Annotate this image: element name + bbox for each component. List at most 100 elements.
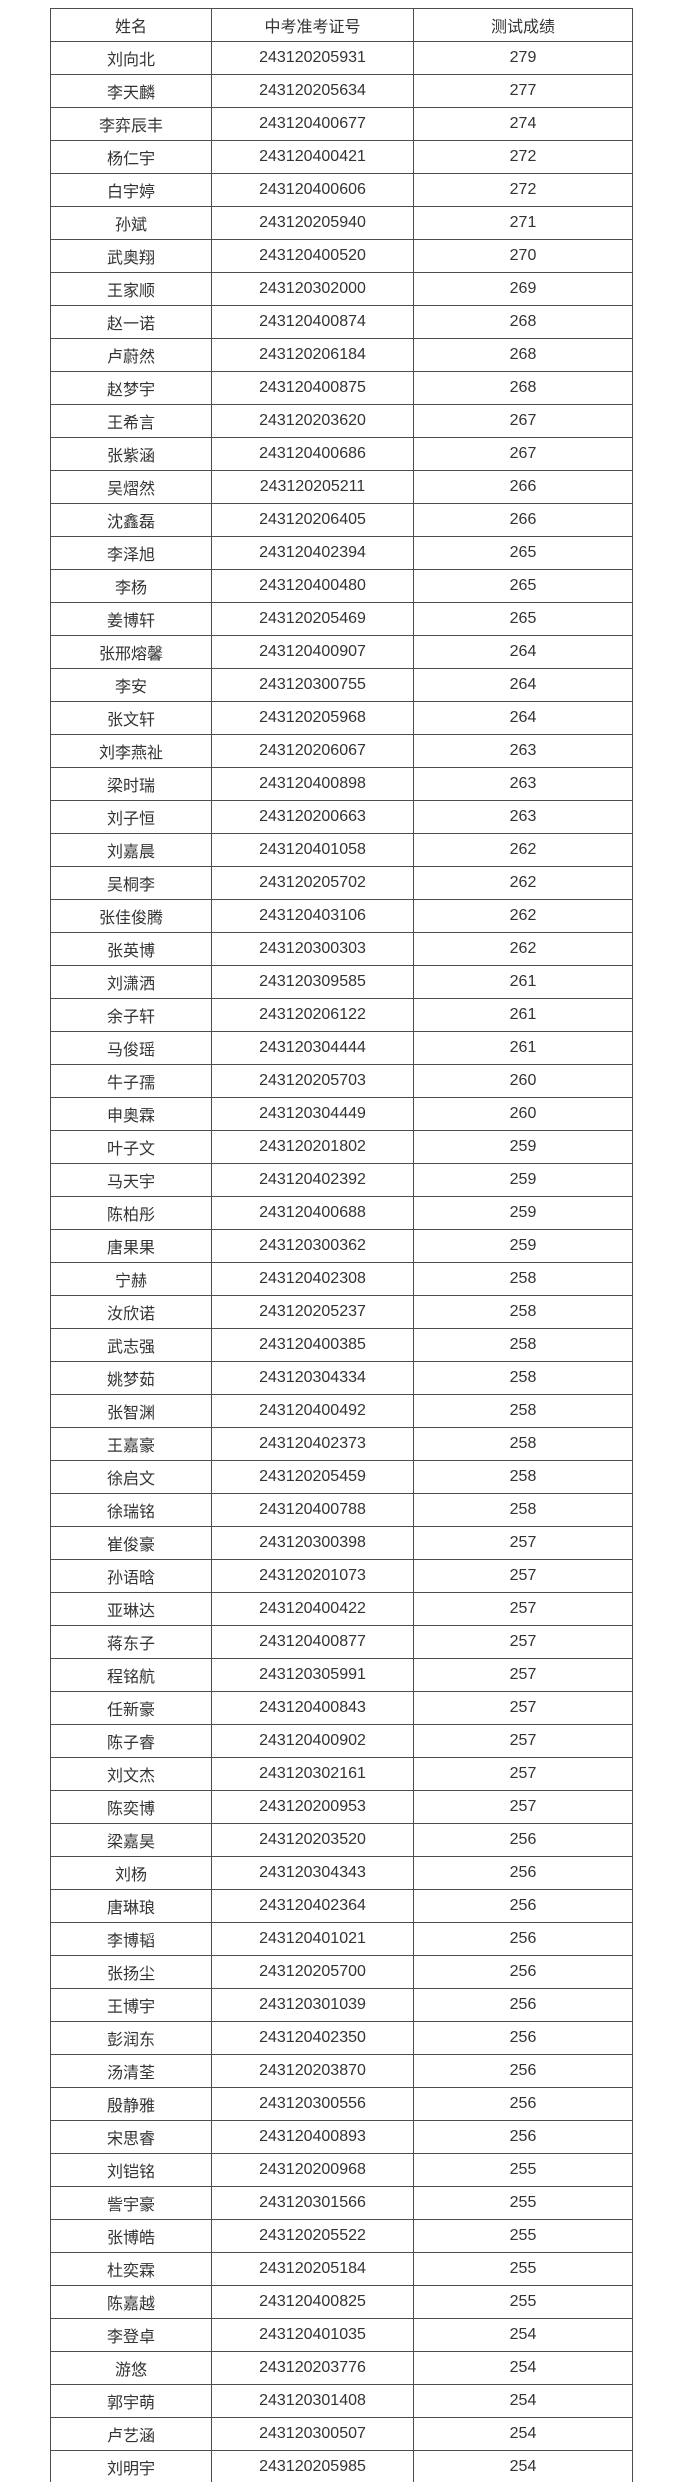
score-cell: 268	[413, 338, 633, 372]
exam-id-cell: 243120400907	[211, 635, 414, 669]
score-cell: 257	[413, 1790, 633, 1824]
header-row: 姓名 中考准考证号 测试成绩	[50, 8, 633, 42]
name-cell: 唐琳琅	[50, 1889, 212, 1923]
score-cell: 272	[413, 173, 633, 207]
exam-id-cell: 243120304444	[211, 1031, 414, 1065]
table-row: 白宇婷 243120400606 272	[50, 173, 633, 207]
table-row: 徐启文 243120205459 258	[50, 1460, 633, 1494]
name-cell: 郭宇萌	[50, 2384, 212, 2418]
table-row: 卢蔚然 243120206184 268	[50, 338, 633, 372]
table-row: 蒋东子 243120400877 257	[50, 1625, 633, 1659]
score-cell: 257	[413, 1559, 633, 1593]
table-row: 李登卓 243120401035 254	[50, 2318, 633, 2352]
exam-id-cell: 243120304334	[211, 1361, 414, 1395]
table-row: 姜博轩 243120205469 265	[50, 602, 633, 636]
exam-id-cell: 243120205634	[211, 74, 414, 108]
name-cell: 崔俊豪	[50, 1526, 212, 1560]
table-row: 宁赫 243120402308 258	[50, 1262, 633, 1296]
table-row: 孙斌 243120205940 271	[50, 206, 633, 240]
table-row: 刘铠铭 243120200968 255	[50, 2153, 633, 2187]
table-row: 汝欣诺 243120205237 258	[50, 1295, 633, 1329]
table-row: 马天宇 243120402392 259	[50, 1163, 633, 1197]
table-row: 汤清荃 243120203870 256	[50, 2054, 633, 2088]
table-row: 叶子文 243120201802 259	[50, 1130, 633, 1164]
name-cell: 汝欣诺	[50, 1295, 212, 1329]
table-row: 张智渊 243120400492 258	[50, 1394, 633, 1428]
exam-id-cell: 243120201802	[211, 1130, 414, 1164]
table-row: 王博宇 243120301039 256	[50, 1988, 633, 2022]
score-cell: 260	[413, 1097, 633, 1131]
exam-id-cell: 243120300556	[211, 2087, 414, 2121]
name-cell: 张紫涵	[50, 437, 212, 471]
table-row: 刘李燕祉 243120206067 263	[50, 734, 633, 768]
score-cell: 258	[413, 1394, 633, 1428]
exam-id-cell: 243120402364	[211, 1889, 414, 1923]
score-cell: 255	[413, 2186, 633, 2220]
name-cell: 马天宇	[50, 1163, 212, 1197]
name-cell: 杨仁宇	[50, 140, 212, 174]
table-row: 杜奕霖 243120205184 255	[50, 2252, 633, 2286]
exam-id-cell: 243120201073	[211, 1559, 414, 1593]
score-cell: 265	[413, 536, 633, 570]
exam-id-cell: 243120205940	[211, 206, 414, 240]
table-row: 杨仁宇 243120400421 272	[50, 140, 633, 174]
table-row: 张英博 243120300303 262	[50, 932, 633, 966]
table-row: 张紫涵 243120400686 267	[50, 437, 633, 471]
exam-id-cell: 243120305991	[211, 1658, 414, 1692]
name-cell: 马俊瑶	[50, 1031, 212, 1065]
score-cell: 257	[413, 1691, 633, 1725]
exam-id-cell: 243120200968	[211, 2153, 414, 2187]
score-cell: 256	[413, 1922, 633, 1956]
exam-id-cell: 243120400606	[211, 173, 414, 207]
score-cell: 261	[413, 1031, 633, 1065]
name-cell: 孙斌	[50, 206, 212, 240]
name-cell: 任新豪	[50, 1691, 212, 1725]
table-row: 梁嘉昊 243120203520 256	[50, 1823, 633, 1857]
exam-id-cell: 243120205700	[211, 1955, 414, 1989]
name-cell: 刘杨	[50, 1856, 212, 1890]
score-cell: 265	[413, 569, 633, 603]
exam-id-cell: 243120402392	[211, 1163, 414, 1197]
exam-id-cell: 243120301039	[211, 1988, 414, 2022]
score-cell: 269	[413, 272, 633, 306]
score-cell: 258	[413, 1328, 633, 1362]
score-cell: 264	[413, 635, 633, 669]
name-cell: 叶子文	[50, 1130, 212, 1164]
score-cell: 257	[413, 1592, 633, 1626]
score-cell: 255	[413, 2219, 633, 2253]
name-cell: 王嘉豪	[50, 1427, 212, 1461]
score-cell: 256	[413, 1856, 633, 1890]
exam-id-cell: 243120301408	[211, 2384, 414, 2418]
exam-id-cell: 243120300362	[211, 1229, 414, 1263]
score-cell: 265	[413, 602, 633, 636]
exam-id-cell: 243120400875	[211, 371, 414, 405]
score-cell: 254	[413, 2384, 633, 2418]
name-cell: 汤清荃	[50, 2054, 212, 2088]
table-row: 陈子睿 243120400902 257	[50, 1724, 633, 1758]
exam-id-cell: 243120400480	[211, 569, 414, 603]
score-cell: 256	[413, 2087, 633, 2121]
exam-id-cell: 243120400520	[211, 239, 414, 273]
score-cell: 267	[413, 404, 633, 438]
exam-id-cell: 243120401021	[211, 1922, 414, 1956]
score-cell: 258	[413, 1295, 633, 1329]
score-cell: 267	[413, 437, 633, 471]
exam-id-cell: 243120205702	[211, 866, 414, 900]
score-cell: 264	[413, 701, 633, 735]
name-cell: 武奥翔	[50, 239, 212, 273]
table-row: 訾宇豪 243120301566 255	[50, 2186, 633, 2220]
score-cell: 262	[413, 833, 633, 867]
table-row: 唐果果 243120300362 259	[50, 1229, 633, 1263]
exam-id-cell: 243120206184	[211, 338, 414, 372]
table-body: 刘向北 243120205931 279 李天麟 243120205634 277 李弈辰丰…	[50, 41, 633, 2482]
name-cell: 彭润东	[50, 2021, 212, 2055]
score-cell: 263	[413, 800, 633, 834]
exam-id-cell: 243120200663	[211, 800, 414, 834]
name-cell: 蒋东子	[50, 1625, 212, 1659]
name-cell: 白宇婷	[50, 173, 212, 207]
table-row: 李泽旭 243120402394 265	[50, 536, 633, 570]
name-cell: 宋思睿	[50, 2120, 212, 2154]
table-row: 徐瑞铭 243120400788 258	[50, 1493, 633, 1527]
name-cell: 李弈辰丰	[50, 107, 212, 141]
score-cell: 256	[413, 2120, 633, 2154]
